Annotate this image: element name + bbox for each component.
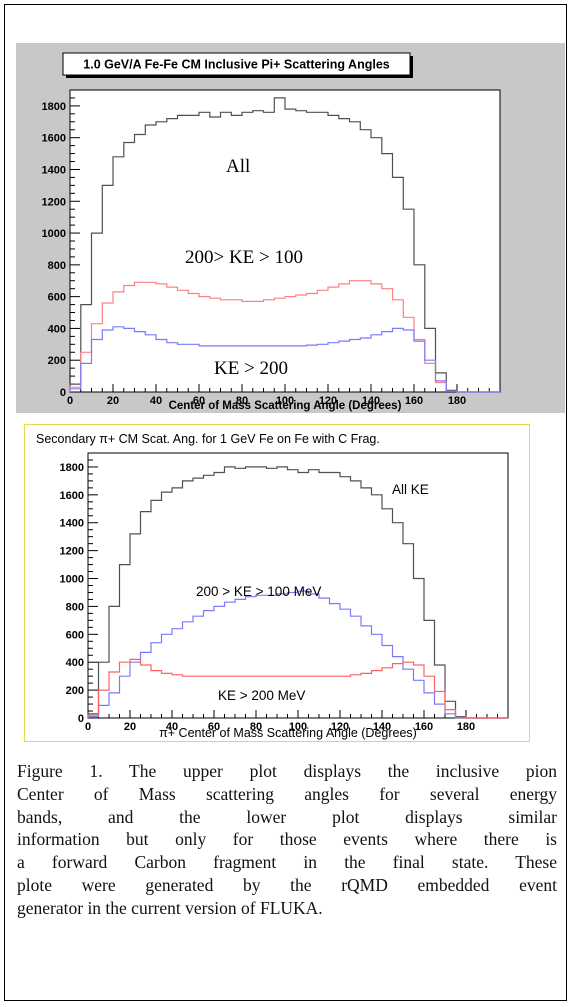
y-tick-label: 800	[66, 601, 84, 613]
x-tick-label: 20	[107, 395, 119, 407]
x-tick-label: 60	[208, 721, 220, 733]
y-tick-label: 0	[60, 387, 66, 399]
y-tick-label: 400	[48, 323, 66, 335]
y-tick-label: 200	[66, 685, 84, 697]
y-tick-label: 600	[66, 629, 84, 641]
x-tick-label: 80	[250, 721, 262, 733]
x-tick-label: 80	[236, 395, 248, 407]
x-axis-label: π+ Center of Mass Scattering Angle (Degr…	[159, 726, 417, 740]
series-annotation: KE > 200 MeV	[218, 688, 305, 703]
y-tick-label: 400	[66, 657, 84, 669]
caption-line: a forward Carbon fragment in the final s…	[17, 852, 557, 873]
x-tick-label: 100	[289, 721, 307, 733]
plot-area	[69, 89, 501, 393]
series-line-3	[69, 326, 500, 393]
y-tick-label: 1400	[60, 518, 84, 530]
series-annotation: KE > 200	[214, 358, 288, 379]
y-tick-label: 1200	[42, 196, 66, 208]
caption-line: generator in the current version of FLUK…	[17, 897, 323, 918]
x-tick-label: 0	[85, 721, 91, 733]
x-tick-label: 20	[124, 721, 136, 733]
y-tick-label: 200	[48, 355, 66, 367]
series-line-1	[69, 97, 500, 393]
series-annotation: All KE	[392, 482, 429, 497]
caption-line: bands, and the lower plot displays simil…	[17, 806, 557, 827]
x-tick-label: 40	[166, 721, 178, 733]
series-line-1	[87, 466, 508, 719]
series-annotation: 200> KE > 100	[185, 247, 303, 268]
y-tick-label: 600	[48, 292, 66, 304]
series-line-2	[87, 590, 508, 719]
y-tick-label: 0	[78, 713, 84, 725]
caption-line: plote were generated by the rQMD embedde…	[17, 874, 557, 895]
x-tick-label: 0	[67, 395, 73, 407]
y-tick-label: 1400	[42, 164, 66, 176]
title-box	[62, 52, 411, 76]
y-tick-label: 1600	[60, 490, 84, 502]
x-tick-label: 160	[405, 395, 423, 407]
x-axis-label: Center of Mass Scattering Angle (Degrees…	[169, 400, 402, 412]
y-tick-label: 800	[48, 260, 66, 272]
x-tick-label: 100	[276, 395, 294, 407]
y-tick-label: 1800	[60, 462, 84, 474]
chart-title: Secondary π+ CM Scat. Ang. for 1 GeV Fe …	[36, 432, 380, 446]
y-tick-label: 1800	[42, 101, 66, 113]
x-tick-label: 120	[319, 395, 337, 407]
series-line-3	[87, 658, 508, 719]
caption-line: Center of Mass scattering angles for sev…	[17, 783, 557, 804]
x-tick-label: 160	[415, 721, 433, 733]
series-annotation: 200 > KE > 100 MeV	[196, 584, 321, 599]
x-tick-label: 140	[362, 395, 380, 407]
y-tick-label: 1200	[60, 546, 84, 558]
figure-caption: Figure 1. The upper plot displays the in…	[17, 760, 557, 920]
x-tick-label: 60	[193, 395, 205, 407]
y-tick-label: 1600	[42, 133, 66, 145]
y-tick-label: 1000	[42, 228, 66, 240]
x-tick-label: 180	[457, 721, 475, 733]
y-tick-label: 1000	[60, 574, 84, 586]
caption-line: information but only for those events wh…	[17, 829, 557, 850]
caption-line: Figure 1. The upper plot displays the in…	[17, 761, 557, 781]
chart-title: 1.0 GeV/A Fe-Fe CM Inclusive Pi+ Scatter…	[83, 58, 390, 72]
series-annotation: All	[226, 156, 250, 177]
plot-area	[87, 452, 509, 719]
x-tick-label: 120	[331, 721, 349, 733]
x-tick-label: 40	[150, 395, 162, 407]
x-tick-label: 140	[373, 721, 391, 733]
x-tick-label: 180	[448, 395, 466, 407]
